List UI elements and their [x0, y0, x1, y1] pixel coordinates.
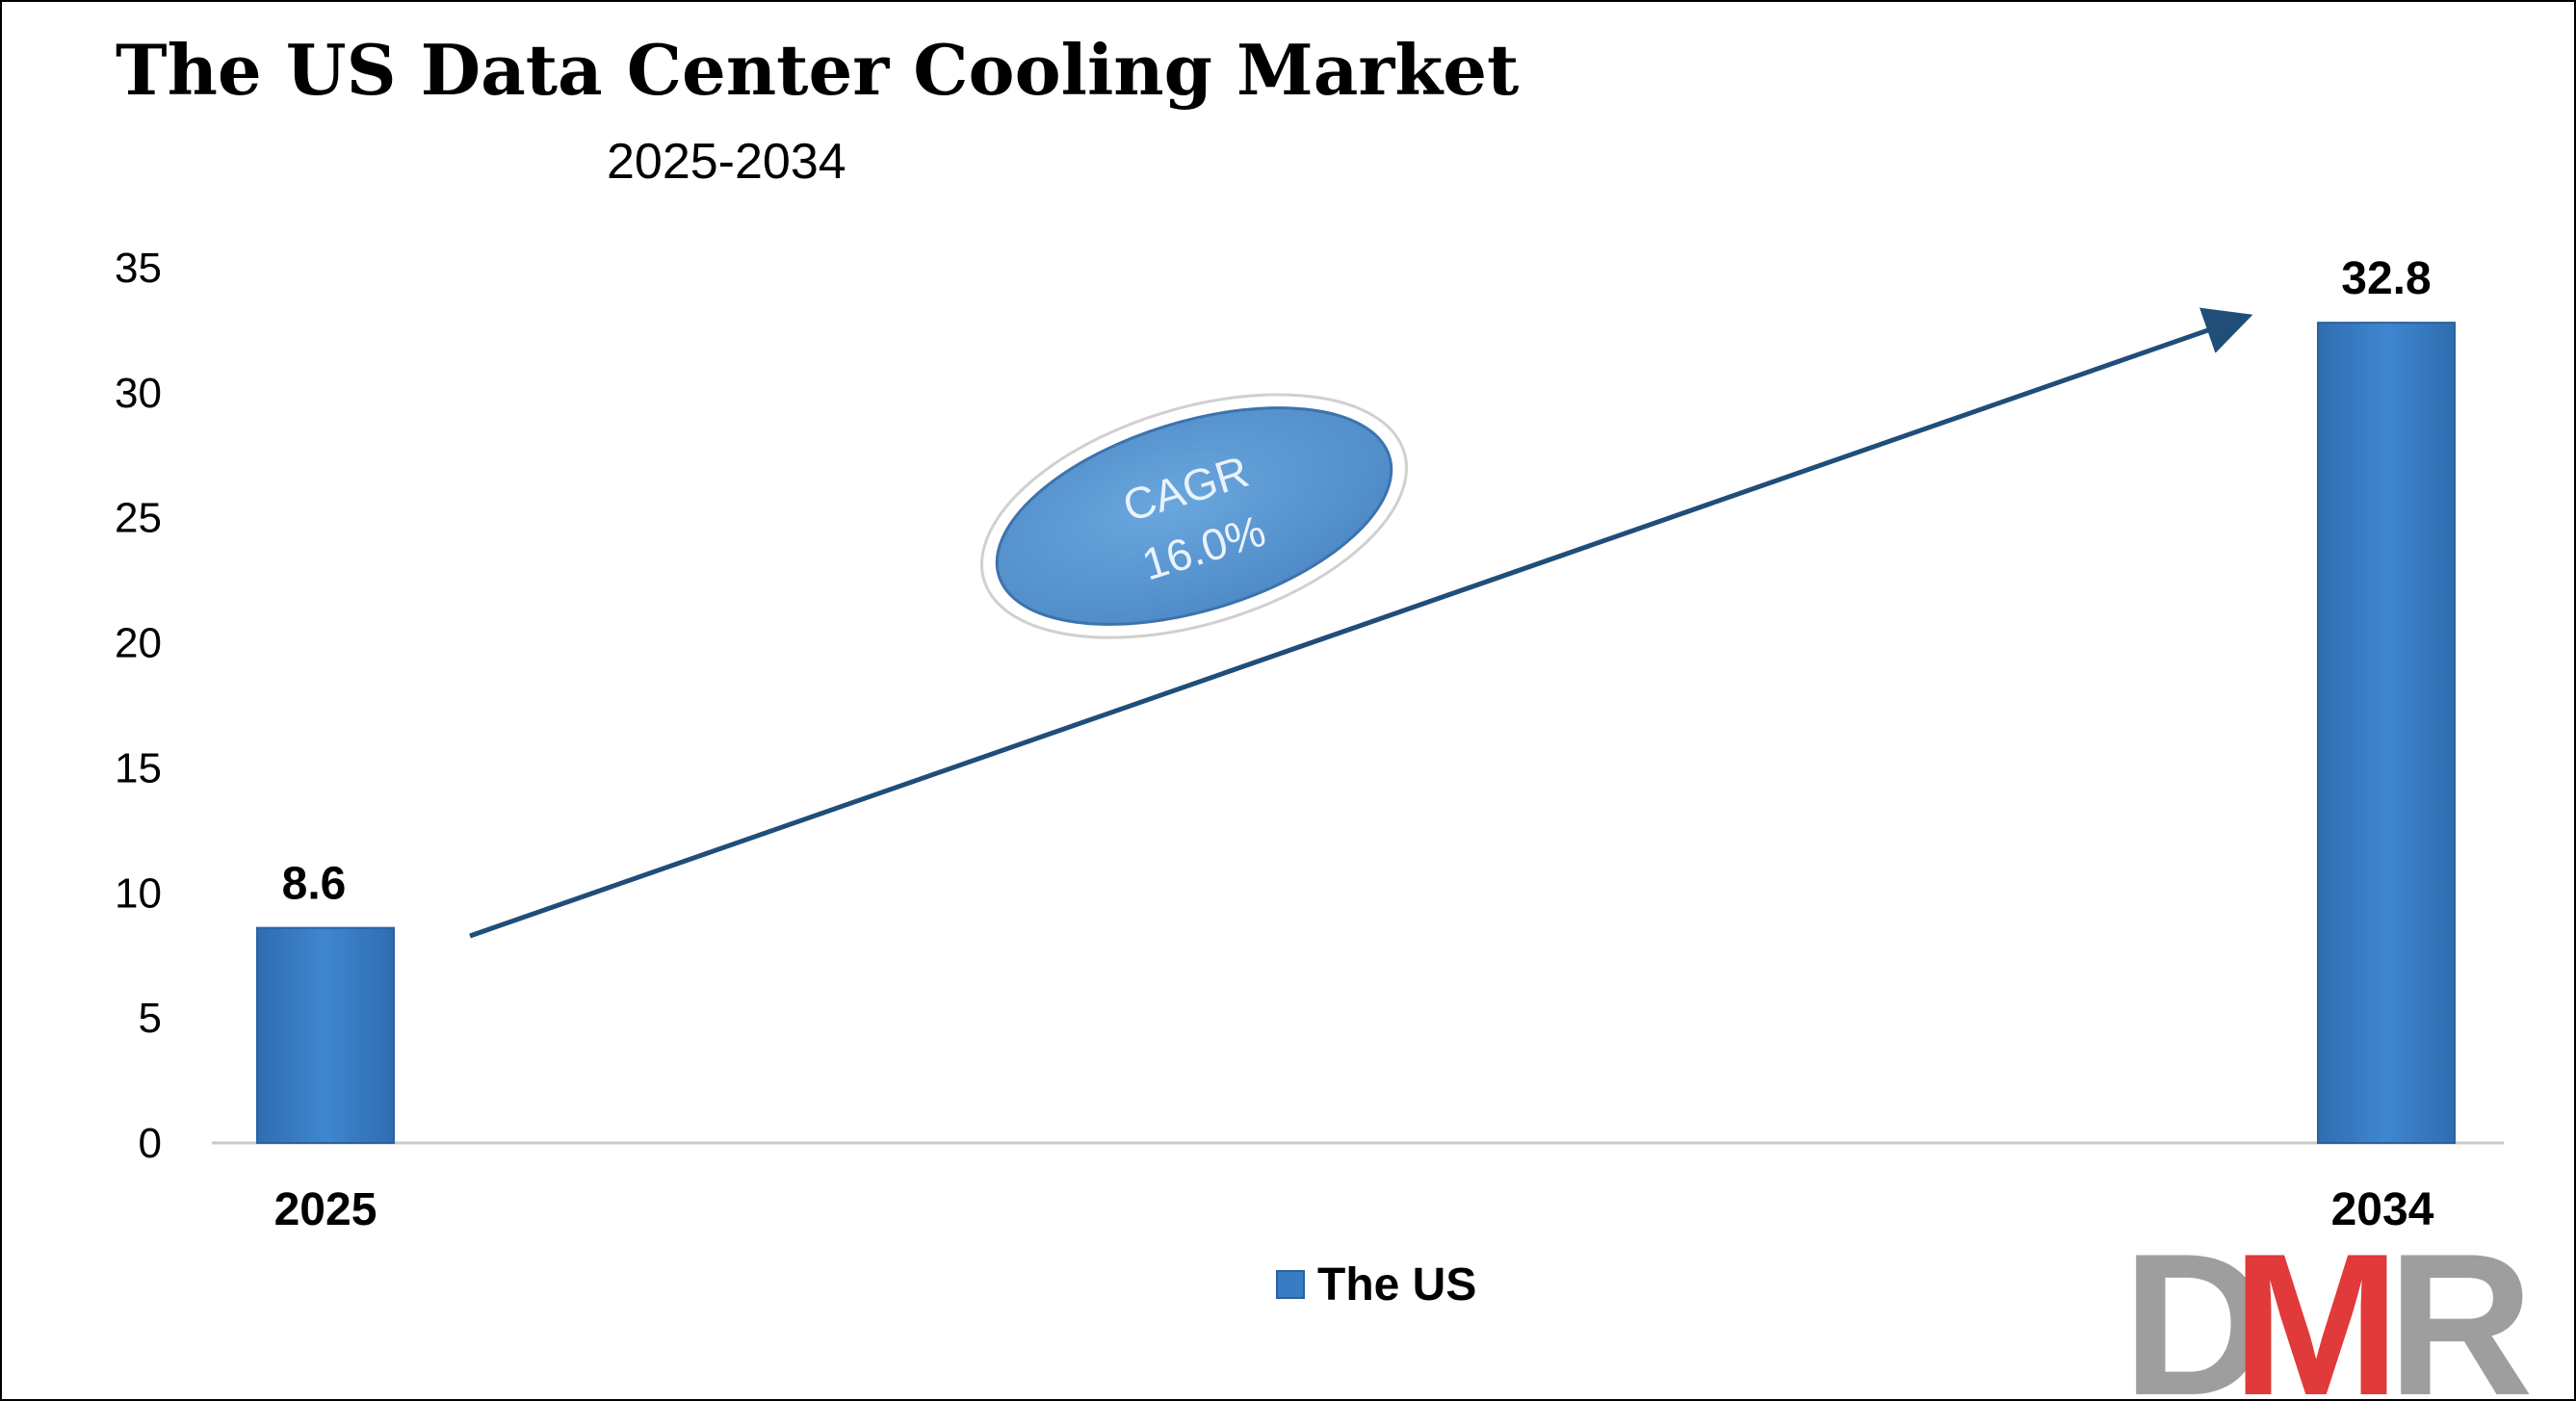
bar-2034 — [2317, 322, 2456, 1144]
legend-swatch — [1276, 1270, 1305, 1299]
y-tick-label: 10 — [115, 869, 162, 917]
dmr-logo-letter: D — [2122, 1211, 2269, 1401]
data-label: 8.6 — [282, 859, 347, 910]
x-tick-label: 2034 — [2331, 1184, 2434, 1235]
trend-arrow — [469, 307, 2253, 939]
y-tick-label: 25 — [115, 495, 162, 542]
y-tick-label: 15 — [115, 744, 162, 791]
bar-2025 — [256, 926, 395, 1144]
chart-title: The US Data Center Cooling Market — [116, 29, 1520, 111]
y-tick-label: 0 — [139, 1120, 162, 1167]
cagr-badge-fill — [995, 406, 1393, 626]
y-tick-label: 20 — [115, 620, 162, 667]
y-tick-label: 35 — [115, 245, 162, 292]
chart-subtitle: 2025-2034 — [607, 134, 846, 190]
dmr-logo: DMR — [2122, 1211, 2534, 1401]
dmr-logo-letter: R — [2387, 1211, 2534, 1401]
legend-label: The US — [1317, 1259, 1476, 1310]
x-tick-label: 2025 — [274, 1184, 377, 1235]
y-tick-label: 5 — [139, 995, 162, 1042]
dmr-logo-letter: M — [2232, 1211, 2401, 1401]
data-label: 32.8 — [2341, 253, 2431, 304]
y-tick-label: 30 — [115, 370, 162, 417]
